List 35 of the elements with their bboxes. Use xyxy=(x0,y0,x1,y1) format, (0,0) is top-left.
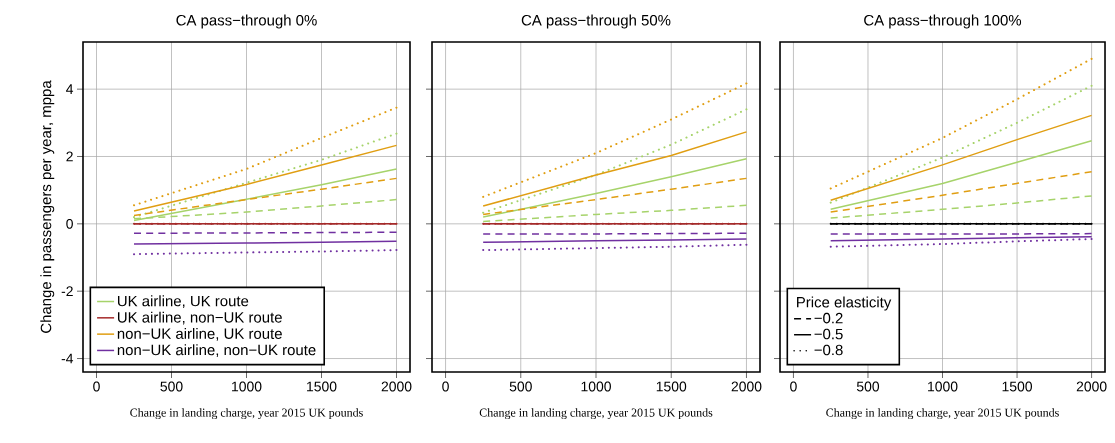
legend-label: −0.2 xyxy=(814,312,843,324)
y-tick-label: 2 xyxy=(66,151,73,162)
legend-label: non−UK airline, non−UK route xyxy=(117,344,316,358)
x-tick-label: 0 xyxy=(442,381,449,392)
legend-label: UK airline, UK route xyxy=(118,295,249,309)
y-tick-label: 4 xyxy=(66,84,74,94)
y-tick-label: -4 xyxy=(61,353,74,364)
x-tick-label: 1500 xyxy=(656,381,687,392)
x-tick-label: 1500 xyxy=(307,381,337,392)
chart-title: CA pass−through 0% xyxy=(176,14,317,29)
legend-label: UK airline, non−UK route xyxy=(118,311,282,325)
y-tick-label: -2 xyxy=(61,286,73,297)
x-tick-label: 500 xyxy=(509,381,532,392)
x-tick-label: 1500 xyxy=(1002,381,1033,392)
x-tick-label: 2000 xyxy=(381,381,412,392)
x-tick-label: 500 xyxy=(160,381,183,392)
x-tick-label: 0 xyxy=(790,381,797,392)
x-axis-title: Change in landing charge, year 2015 UK pounds xyxy=(479,408,713,420)
y-tick-label: 0 xyxy=(66,218,73,229)
x-tick-label: 2000 xyxy=(731,381,762,392)
x-tick-label: 2000 xyxy=(1076,381,1107,392)
y-axis-title: Change in passengers per year, mppa xyxy=(40,80,55,333)
legend-label: −0.5 xyxy=(814,328,843,340)
x-tick-label: 0 xyxy=(93,381,100,392)
x-tick-label: 500 xyxy=(856,381,880,392)
x-axis-title: Change in landing charge, year 2015 UK pounds xyxy=(130,408,363,420)
legend-label: −0.8 xyxy=(814,344,843,356)
chart-title: CA pass−through 100% xyxy=(864,14,1022,29)
legend-title: Price elasticity xyxy=(797,296,892,311)
legend-label: non−UK airline, UK route xyxy=(117,327,282,341)
x-tick-label: 1000 xyxy=(581,381,611,392)
x-tick-label: 1000 xyxy=(232,381,262,392)
x-axis-title: Change in landing charge, year 2015 UK pounds xyxy=(826,408,1059,420)
chart-title: CA pass−through 50% xyxy=(521,14,671,29)
x-tick-label: 1000 xyxy=(928,381,958,392)
